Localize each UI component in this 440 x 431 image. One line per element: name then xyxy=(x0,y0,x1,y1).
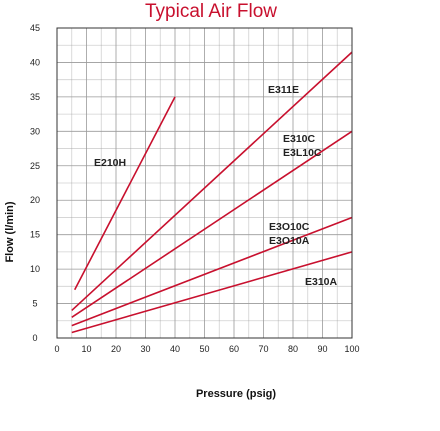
x-tick-label: 50 xyxy=(199,344,209,354)
series-label: E3O10C xyxy=(269,221,310,233)
series-labels: E311E E310C E3L10C E210H E3O10C E3O10A E310A xyxy=(94,84,338,288)
series-label: E311E xyxy=(268,84,299,96)
series-lines xyxy=(71,51,353,334)
series-label: E3L10C xyxy=(283,147,322,159)
y-tick-label: 0 xyxy=(32,333,37,343)
y-tick-label: 35 xyxy=(30,92,40,102)
y-tick-label: 25 xyxy=(30,161,40,171)
x-tick-label: 0 xyxy=(54,344,59,354)
y-tick-label: 15 xyxy=(30,230,40,240)
series-line-e310c-e3l10c xyxy=(71,130,353,318)
x-tick-label: 20 xyxy=(111,344,121,354)
x-tick-label: 60 xyxy=(229,344,239,354)
y-axis-label: Flow (l/min) xyxy=(4,201,16,262)
series-label: E210H xyxy=(94,157,126,169)
series-line-e311e xyxy=(71,51,353,312)
series-label: E310C xyxy=(283,133,316,145)
y-tick-label: 40 xyxy=(30,57,40,67)
x-tick-label: 40 xyxy=(170,344,180,354)
y-tick-label: 5 xyxy=(32,299,37,309)
x-axis-label: Pressure (psig) xyxy=(196,388,276,400)
series-label: E310A xyxy=(305,276,338,288)
tick-labels: 0 10 20 30 40 50 60 70 80 90 100 0 5 10 15 20 25 30 35 40 45 xyxy=(30,23,360,354)
x-tick-label: 70 xyxy=(258,344,268,354)
series-label: E3O10A xyxy=(269,235,310,247)
x-tick-label: 100 xyxy=(344,344,359,354)
series-line-e210h xyxy=(73,96,176,291)
x-tick-label: 30 xyxy=(140,344,150,354)
y-tick-label: 45 xyxy=(30,23,40,33)
series-line-e3o10c-e3o10a xyxy=(71,216,353,327)
x-tick-label: 10 xyxy=(81,344,91,354)
y-tick-label: 10 xyxy=(30,264,40,274)
series-line-e310a xyxy=(71,251,353,334)
y-tick-label: 30 xyxy=(30,126,40,136)
x-tick-label: 90 xyxy=(317,344,327,354)
grid xyxy=(57,28,352,338)
chart-title: Typical Air Flow xyxy=(145,1,277,22)
x-tick-label: 80 xyxy=(288,344,298,354)
y-tick-label: 20 xyxy=(30,195,40,205)
plot-frame xyxy=(56,27,353,339)
